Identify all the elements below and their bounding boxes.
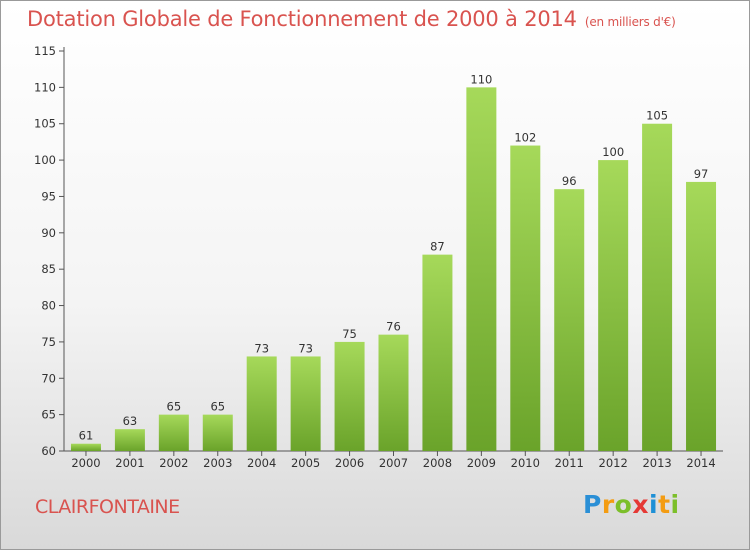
x-tick-label: 2008	[423, 456, 452, 470]
x-tick-label: 2009	[467, 456, 496, 470]
y-tick-label: 110	[34, 80, 56, 94]
x-tick-label: 2002	[159, 456, 188, 470]
axes: 60 65 70 75 80 85 90 95 100 105 110 115 2000 2001 2002…	[34, 44, 723, 470]
value-label-2003: 65	[210, 400, 225, 414]
value-label-2008: 87	[430, 240, 445, 254]
value-label-2000: 61	[79, 429, 94, 443]
bar-2013	[642, 123, 673, 452]
town-name: CLAIRFONTAINE	[35, 496, 180, 518]
bar-2002	[158, 414, 189, 451]
value-label-2006: 75	[342, 327, 357, 341]
bar-2010	[510, 145, 541, 451]
x-tick-label: 2003	[203, 456, 232, 470]
bar-2014	[686, 181, 717, 451]
value-label-2012: 100	[602, 145, 624, 159]
value-label-2002: 65	[167, 400, 182, 414]
x-tick-label: 2005	[291, 456, 320, 470]
x-tick-label: 2014	[686, 456, 715, 470]
y-tick-label: 70	[41, 371, 56, 385]
bar-2007	[378, 334, 409, 451]
y-tick-label: 90	[41, 226, 56, 240]
bar-2003	[202, 414, 233, 451]
value-label-2007: 76	[386, 320, 401, 334]
bar-2009	[466, 87, 497, 451]
value-label-2004: 73	[254, 341, 269, 355]
x-tick-label: 2011	[555, 456, 584, 470]
bar-2012	[598, 160, 629, 451]
proxiti-logo[interactable]: Proxiti	[583, 490, 680, 519]
x-tick-label: 2010	[511, 456, 540, 470]
y-tick-label: 100	[34, 153, 56, 167]
bar-2005	[290, 356, 321, 451]
x-tick-label: 2013	[642, 456, 671, 470]
x-tick-label: 2001	[115, 456, 144, 470]
chart-subtitle: (en milliers d'€)	[584, 15, 676, 29]
bar-2006	[334, 341, 365, 451]
value-label-2014: 97	[694, 167, 709, 181]
y-tick-label: 105	[34, 117, 56, 131]
y-tick-label: 65	[41, 408, 56, 422]
value-labels: 61 63 65 65 73 73 75 76 87 110 102 96 100 105 97	[79, 72, 709, 442]
y-tick-label: 75	[41, 335, 56, 349]
value-label-2001: 63	[123, 414, 138, 428]
y-tick-label: 60	[41, 444, 56, 458]
x-tick-label: 2007	[379, 456, 408, 470]
x-tick-label: 2004	[247, 456, 276, 470]
x-tick-label: 2012	[599, 456, 628, 470]
chart-title-text: Dotation Globale de Fonctionnement de 20…	[27, 7, 577, 31]
y-tick-label: 95	[41, 189, 56, 203]
bar-2008	[422, 254, 453, 451]
value-label-2010: 102	[514, 131, 536, 145]
y-tick-label: 85	[41, 262, 56, 276]
y-tick-label: 80	[41, 299, 56, 313]
value-label-2009: 110	[470, 72, 492, 86]
bars	[70, 87, 717, 452]
chart-title: Dotation Globale de Fonctionnement de 20…	[27, 7, 676, 31]
x-tick-label: 2006	[335, 456, 364, 470]
value-label-2005: 73	[298, 341, 313, 355]
bar-2000	[70, 443, 101, 451]
bar-2001	[114, 429, 145, 451]
bar-2004	[246, 356, 277, 451]
x-tick-label: 2000	[71, 456, 100, 470]
value-label-2011: 96	[562, 174, 577, 188]
value-label-2013: 105	[646, 109, 668, 123]
y-tick-label: 115	[34, 44, 56, 58]
bar-2011	[554, 189, 585, 451]
